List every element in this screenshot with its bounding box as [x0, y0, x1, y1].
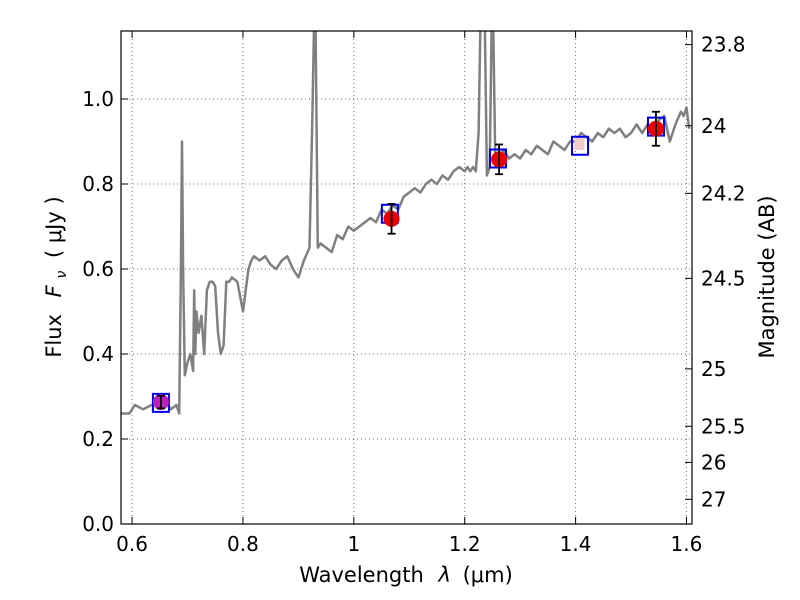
y-label-unit: ( μJy ): [42, 196, 66, 258]
x-tick-label: 1: [347, 532, 360, 556]
x-label-unit: (μm): [463, 563, 513, 587]
axis-ticks: 0.6 0.8 1 1.2 1.4 1.6 0.0 0.2 0.4 0.6 0.8 1.0 23.8 24…: [82, 31, 746, 556]
grid: [121, 31, 692, 525]
y-label-symbol: F: [42, 284, 66, 297]
x-tick-label: 0.8: [227, 532, 259, 556]
spectrum-line: [121, 31, 691, 415]
y-label-subscript: ν: [54, 271, 70, 279]
y2-tick-label: 25: [701, 357, 726, 381]
model-photometry-markers: [151, 116, 665, 413]
x-label-symbol: λ: [437, 563, 450, 587]
x-axis-label: Wavelength λ (μm): [299, 563, 513, 587]
x-tick-label: 1.6: [671, 532, 703, 556]
y-label-word: Flux: [42, 314, 66, 358]
observed-photometry-markers: [152, 110, 664, 411]
y-tick-label: 0.4: [82, 342, 114, 366]
plot-frame: [120, 30, 693, 525]
model-photometry-square: [151, 392, 170, 413]
y2-tick-label: 23.8: [701, 33, 746, 57]
y-tick-label: 0.0: [82, 512, 114, 536]
x-label-word: Wavelength: [299, 563, 424, 587]
y2-tick-label: 24.2: [701, 181, 746, 205]
y-tick-label: 0.6: [82, 257, 114, 281]
x-tick-label: 1.4: [560, 532, 592, 556]
y2-axis-label: Magnitude (AB): [755, 195, 779, 358]
y2-tick-label: 24: [701, 114, 726, 138]
model-photometry-square: [571, 135, 590, 156]
x-tick-label: 0.6: [116, 532, 148, 556]
y2-tick-label: 27: [701, 487, 726, 511]
plot-area: [121, 31, 691, 415]
y2-tick-label: 24.5: [701, 266, 746, 290]
y2-tick-label: 25.5: [701, 414, 746, 438]
y-tick-label: 1.0: [82, 87, 114, 111]
x-tick-label: 1.2: [449, 532, 481, 556]
y-tick-label: 0.2: [82, 427, 114, 451]
observed-photometry-point: [574, 138, 585, 151]
y-axis-label: Flux F ν ( μJy ): [42, 196, 71, 357]
y-tick-label: 0.8: [82, 172, 114, 196]
y2-tick-label: 26: [701, 450, 726, 474]
